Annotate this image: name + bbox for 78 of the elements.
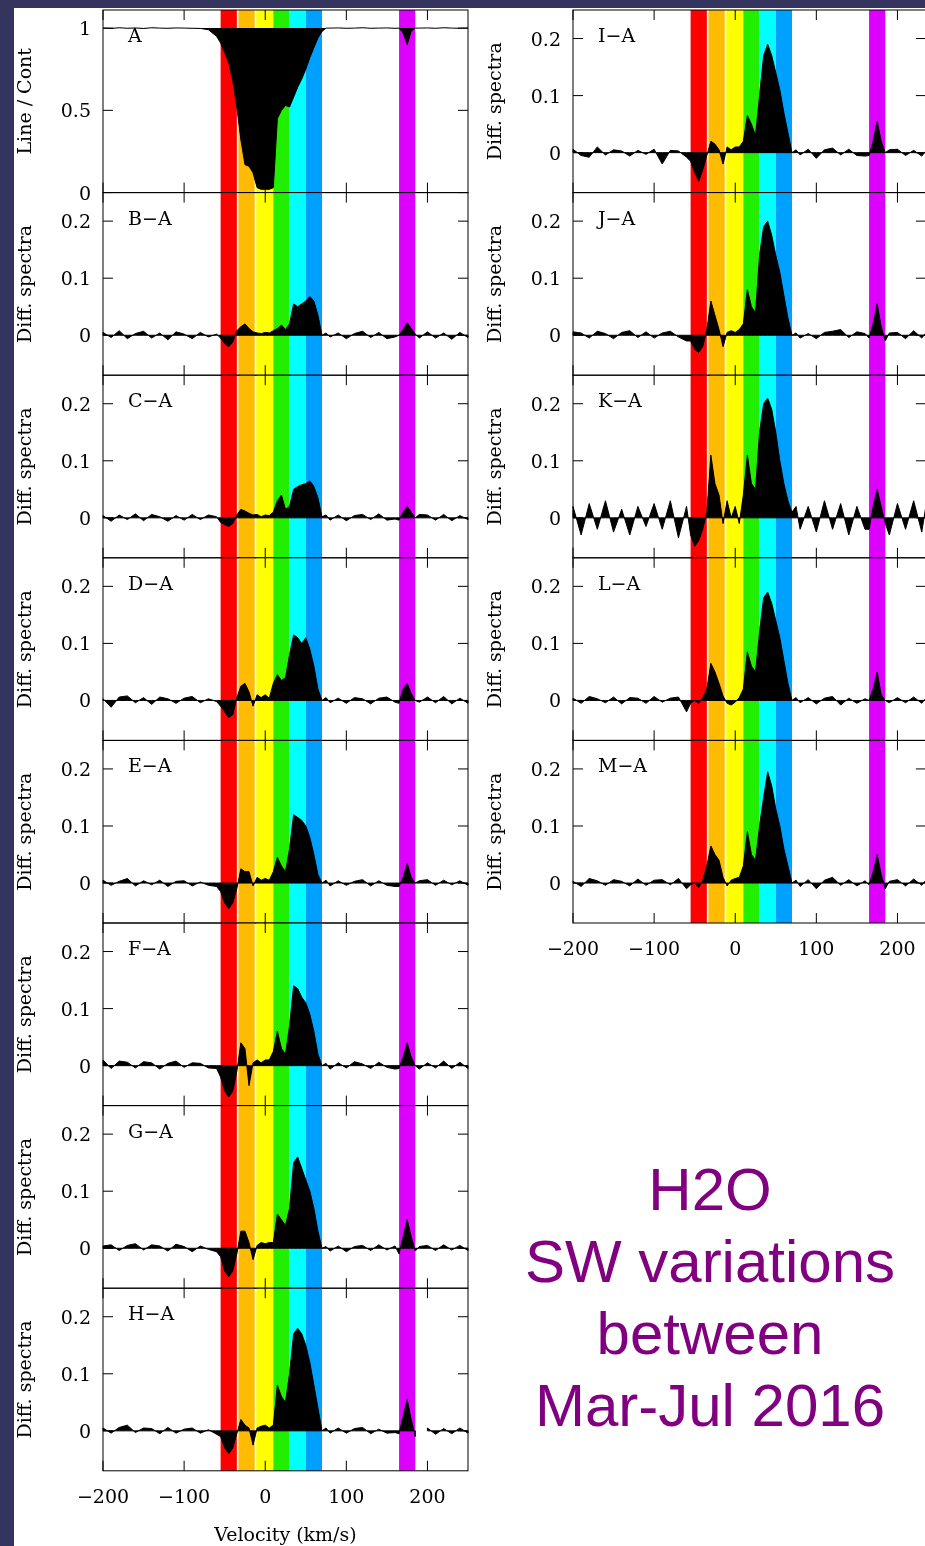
x-tick-label: 100 [798, 937, 835, 959]
y-tick-label: 0.1 [530, 449, 561, 472]
text: E−A [128, 754, 172, 777]
y-tick-label: 0 [78, 689, 91, 712]
text: C−A [128, 389, 173, 412]
y-tick-label: 0.1 [530, 632, 561, 655]
x-tick-label: 200 [409, 1484, 446, 1507]
y-tick-label: 0 [78, 181, 91, 204]
text: L−A [598, 571, 641, 594]
text: SW variations between Mar-Jul 2016 [524, 1228, 896, 1439]
y-tick-label: 0.1 [60, 1180, 91, 1203]
x-tick-label: −100 [628, 937, 681, 959]
y-tick-label: 0.1 [60, 632, 91, 655]
y-tick-label: 0.2 [530, 757, 561, 780]
x-tick-label: −200 [76, 1484, 130, 1507]
y-tick-label: 0 [548, 324, 561, 347]
y-tick-label: 0.1 [60, 997, 91, 1020]
x-tick-label: 100 [328, 1484, 365, 1507]
y-tick-label: 0.1 [60, 1362, 91, 1385]
text: D−A [128, 571, 174, 594]
y-tick-label: 0.1 [530, 84, 561, 107]
y-axis-title: Diff. spectra [13, 1320, 35, 1439]
y-tick-label: 0 [78, 324, 91, 347]
text: I−A [598, 24, 636, 46]
text: G−A [128, 1119, 174, 1142]
text: H2O [648, 1156, 772, 1223]
y-tick-label: 0.2 [60, 575, 91, 598]
y-axis-title: Diff. spectra [483, 590, 505, 709]
y-tick-label: 0 [548, 872, 561, 895]
y-tick-label: 0.2 [530, 392, 561, 415]
y-axis-title: Diff. spectra [483, 224, 505, 343]
text: K−A [598, 389, 643, 412]
y-axis-title: Diff. spectra [13, 1137, 35, 1256]
y-tick-label: 0.2 [60, 1305, 91, 1328]
y-axis-title: Diff. spectra [13, 224, 35, 343]
text: B−A [128, 206, 172, 229]
text: J−A [596, 206, 636, 229]
y-axis-title: Diff. spectra [483, 407, 505, 526]
y-tick-label: 0 [78, 1419, 91, 1442]
text: H−A [128, 1302, 175, 1325]
y-tick-label: 0 [78, 506, 91, 529]
text: M−A [598, 754, 648, 777]
y-axis-title: Diff. spectra [13, 955, 35, 1074]
y-axis-title: Diff. spectra [13, 772, 35, 891]
y-tick-label: 0.1 [60, 449, 91, 472]
text: A [127, 24, 142, 46]
x-tick-label: −200 [546, 937, 600, 959]
y-axis-title: Diff. spectra [483, 772, 505, 891]
y-tick-label: 0.2 [530, 210, 561, 233]
y-tick-label: 0.1 [530, 814, 561, 837]
y-tick-label: 0.1 [60, 814, 91, 837]
y-tick-label: 0.2 [530, 575, 561, 598]
y-tick-label: 0.2 [60, 1123, 91, 1146]
y-axis-title: Diff. spectra [13, 407, 35, 526]
y-tick-label: 0 [78, 1054, 91, 1077]
x-axis-title: Velocity (km/s) [213, 1522, 357, 1545]
y-axis-title: Diff. spectra [483, 42, 505, 161]
y-tick-label: 0.2 [60, 757, 91, 780]
y-tick-label: 0.2 [530, 27, 561, 50]
y-tick-label: 0.5 [60, 99, 91, 122]
y-tick-label: 0 [78, 1237, 91, 1260]
y-axis-title: Diff. spectra [13, 590, 35, 709]
x-tick-label: −100 [158, 1484, 211, 1507]
y-tick-label: 0 [548, 141, 561, 164]
y-tick-label: 0 [78, 872, 91, 895]
y-tick-label: 1 [78, 17, 91, 40]
y-tick-label: 0.2 [60, 392, 91, 415]
y-tick-label: 0.1 [530, 267, 561, 290]
x-tick-label: 0 [729, 937, 742, 959]
y-tick-label: 0.1 [60, 267, 91, 290]
x-tick-label: 0 [259, 1484, 272, 1507]
y-tick-label: 0 [548, 506, 561, 529]
text: F−A [128, 937, 172, 959]
x-tick-label: 200 [879, 937, 916, 959]
y-tick-label: 0 [548, 689, 561, 712]
y-tick-label: 0.2 [60, 940, 91, 963]
y-tick-label: 0.2 [60, 210, 91, 233]
y-axis-title: Line / Cont [13, 47, 35, 155]
